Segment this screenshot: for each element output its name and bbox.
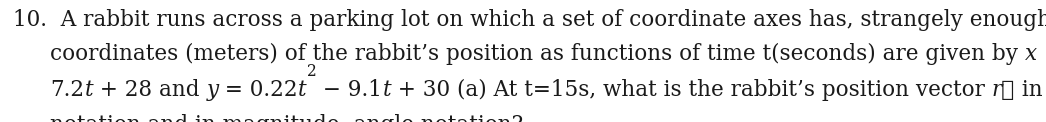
Text: t: t: [383, 79, 391, 101]
Text: x: x: [1025, 43, 1038, 65]
Text: notation and in magnitude -angle notation?: notation and in magnitude -angle notatio…: [50, 114, 523, 122]
Text: in unit-vect: in unit-vect: [1015, 79, 1046, 101]
Text: + 30 (a) At t=15s, what is the rabbit’s position vector: + 30 (a) At t=15s, what is the rabbit’s …: [391, 79, 992, 101]
Text: − 9.1: − 9.1: [317, 79, 383, 101]
Text: coordinates (meters) of the rabbit’s position as functions of time t(seconds) ar: coordinates (meters) of the rabbit’s pos…: [50, 43, 1025, 65]
Text: + 28 and: + 28 and: [93, 79, 206, 101]
Text: r⃗: r⃗: [992, 79, 1015, 101]
Text: 7.2: 7.2: [50, 79, 85, 101]
Text: t: t: [298, 79, 306, 101]
Text: 10.  A rabbit runs across a parking lot on which a set of coordinate axes has, s: 10. A rabbit runs across a parking lot o…: [13, 9, 1046, 30]
Text: = 0.22: = 0.22: [219, 79, 298, 101]
Text: 2: 2: [306, 63, 317, 80]
Text: = −0.31: = −0.31: [1038, 43, 1046, 65]
Text: t: t: [85, 79, 93, 101]
Text: y: y: [206, 79, 219, 101]
